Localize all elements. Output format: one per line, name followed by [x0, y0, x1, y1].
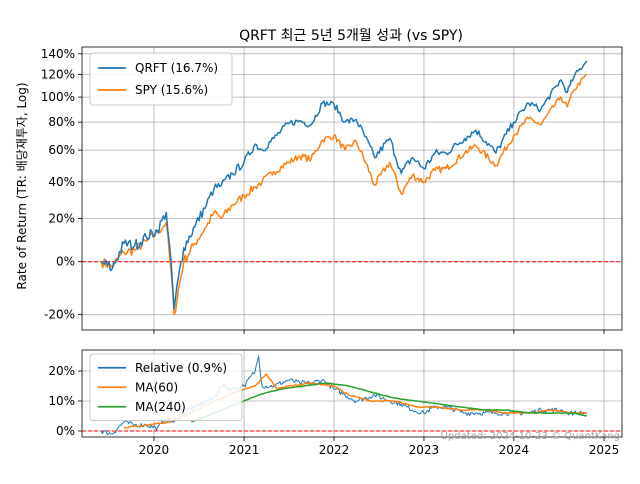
y-tick-label: 10%	[48, 394, 75, 408]
x-tick-label: 2022	[319, 443, 350, 457]
legend-label: SPY (15.6%)	[135, 83, 208, 97]
y-axis-label: Rate of Return (TR: 배당재투자, Log)	[15, 82, 29, 289]
legend-label: QRFT (16.7%)	[135, 61, 218, 75]
legend-box	[89, 52, 233, 106]
y-tick-label: 120%	[41, 67, 75, 81]
series-line-ma240	[191, 382, 587, 423]
y-tick-label: 60%	[48, 143, 75, 157]
x-tick-label: 2024	[499, 443, 530, 457]
x-tick-label: 2023	[409, 443, 440, 457]
y-tick-label: 20%	[48, 364, 75, 378]
top-panel: -20% 0% 20% 40% 60% 80% 100% 120% 140% QRFT (16.7…	[41, 46, 623, 334]
updated-annotation: Updated: 2024-10-23 © QuantKang	[441, 431, 620, 442]
chart-title: QRFT 최근 5년 5개월 성과 (vs SPY)	[239, 28, 463, 44]
x-tick-label: 2020	[139, 443, 170, 457]
bottom-panel: 0% 10% 20% 2020 2021 2022 2023 2024 2025 Relative…	[48, 349, 623, 457]
y-tick-label: 140%	[41, 47, 75, 61]
y-tick-label: 0%	[56, 255, 75, 269]
y-tick-label: 80%	[48, 115, 75, 129]
series-line-spy	[100, 73, 588, 316]
y-tick-label: -20%	[44, 308, 75, 322]
plot-frame	[81, 46, 623, 331]
legend-label: MA(60)	[135, 380, 178, 394]
x-tick-label: 2021	[229, 443, 260, 457]
y-tick-label: 0%	[56, 424, 75, 438]
y-tick-label: 40%	[48, 175, 75, 189]
legend-box	[89, 353, 243, 421]
plot-frame	[81, 349, 623, 438]
x-tick-label: 2025	[589, 443, 620, 457]
y-tick-label: 20%	[48, 211, 75, 225]
legend-label: Relative (0.9%)	[135, 361, 227, 375]
y-tick-label: 100%	[41, 90, 75, 104]
legend-label: MA(240)	[135, 400, 186, 414]
series-line-qrft	[100, 60, 588, 310]
